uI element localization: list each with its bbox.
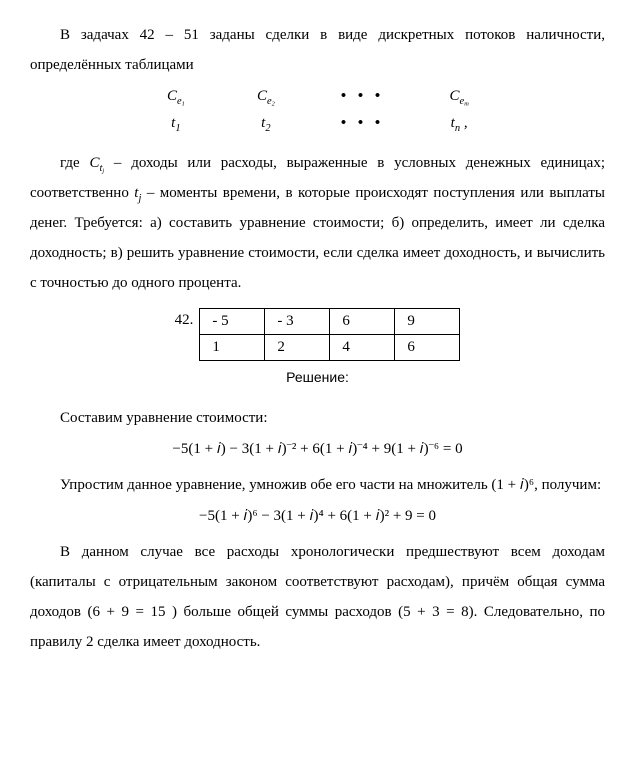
notation-c2: Ce2 <box>251 86 281 107</box>
table-cell: 2 <box>265 335 330 361</box>
solution-label: Решение: <box>30 363 605 391</box>
notation-c1: Ce1 <box>161 86 191 107</box>
equation-2: −5(1 + 𝑖)⁶ − 3(1 + 𝑖)⁴ + 6(1 + 𝑖)² + 9 =… <box>30 506 605 527</box>
table-cell: 1 <box>200 335 265 361</box>
notation-dots-2: • • • <box>341 113 384 134</box>
where-paragraph: где Ctj – доходы или расходы, выраженные… <box>30 148 605 298</box>
intro-paragraph: В задачах 42 – 51 заданы сделки в виде д… <box>30 20 605 80</box>
page: В задачах 42 – 51 заданы сделки в виде д… <box>0 0 635 691</box>
notation-tn: tn , <box>444 113 474 134</box>
task-table: - 5 - 3 6 9 1 2 4 6 <box>199 308 460 361</box>
table-cell: - 5 <box>200 309 265 335</box>
notation-row-t: t1 t2 • • • tn , <box>30 113 605 134</box>
notation-t2: t2 <box>251 113 281 134</box>
notation-t1: t1 <box>161 113 191 134</box>
table-cell: 6 <box>330 309 395 335</box>
notation-row-c: Ce1 Ce2 • • • Cem <box>30 86 605 107</box>
final-paragraph: В данном случае все расходы хронологичес… <box>30 537 605 657</box>
table-cell: 6 <box>395 335 460 361</box>
table-cell: - 3 <box>265 309 330 335</box>
table-cell: 4 <box>330 335 395 361</box>
simplify-paragraph: Упростим данное уравнение, умножив обе е… <box>30 470 605 500</box>
equation-1: −5(1 + 𝑖) − 3(1 + 𝑖)⁻² + 6(1 + 𝑖)⁻⁴ + 9(… <box>30 439 605 460</box>
task-block: 42. - 5 - 3 6 9 1 2 4 6 <box>30 308 605 361</box>
table-cell: 9 <box>395 309 460 335</box>
table-row: - 5 - 3 6 9 <box>200 309 460 335</box>
notation-dots-1: • • • <box>341 86 384 107</box>
notation-cn: Cem <box>444 86 474 107</box>
compose-paragraph: Составим уравнение стоимости: <box>30 403 605 433</box>
task-number: 42. <box>175 308 194 331</box>
table-row: 1 2 4 6 <box>200 335 460 361</box>
